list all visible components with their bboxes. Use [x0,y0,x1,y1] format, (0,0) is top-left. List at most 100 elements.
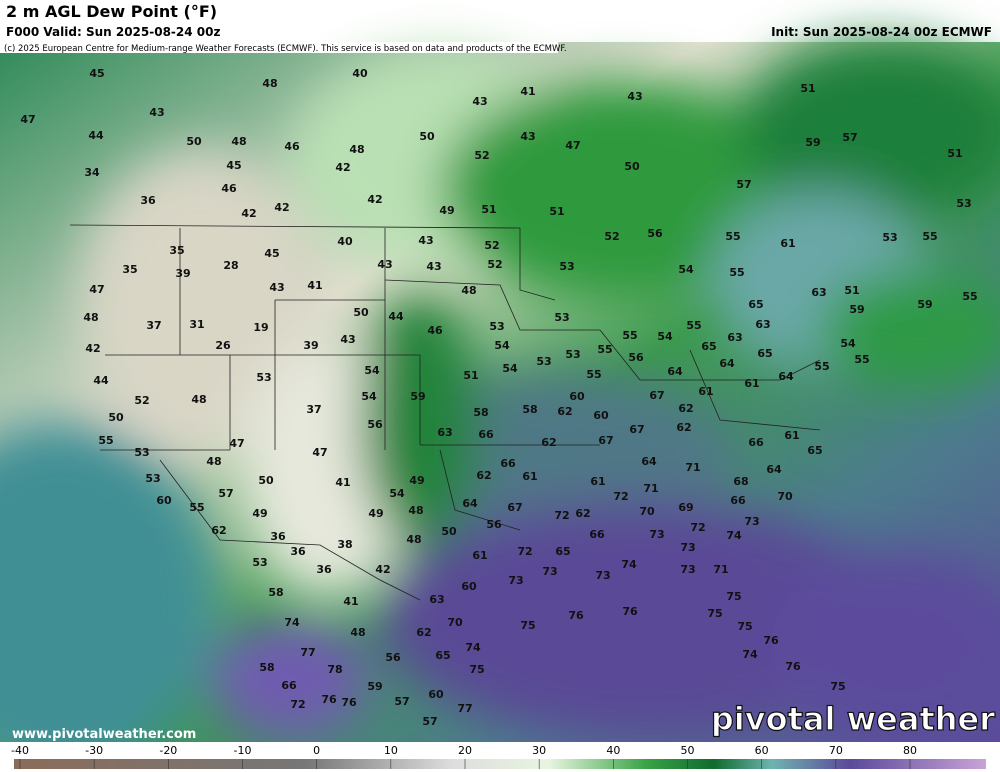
dew-point-value: 62 [678,402,693,415]
dew-point-value: 55 [586,368,601,381]
dew-point-value: 65 [807,444,822,457]
dew-point-value: 57 [394,695,409,708]
dew-point-value: 76 [622,605,638,618]
credit-bg [0,42,558,53]
dew-point-value: 55 [622,329,637,342]
dew-point-value: 62 [416,626,431,639]
dew-point-value: 55 [922,230,937,243]
dew-point-value: 48 [408,504,423,517]
dew-point-value: 54 [494,339,510,352]
dew-point-value: 51 [549,205,564,218]
dew-point-value: 52 [134,394,149,407]
dew-point-value: 55 [597,343,612,356]
map [0,40,1000,772]
dew-point-value: 44 [93,374,109,387]
dew-point-value: 36 [316,563,332,576]
colorbar-tick-label: -30 [85,744,103,757]
dew-point-value: 36 [290,545,306,558]
dew-point-value: 35 [122,263,137,276]
dew-point-value: 26 [215,339,231,352]
dew-point-value: 54 [361,390,377,403]
dew-point-value: 55 [962,290,977,303]
dew-point-value: 46 [427,324,443,337]
dew-point-value: 19 [253,321,268,334]
dew-point-value: 55 [98,434,113,447]
dew-point-value: 37 [306,403,321,416]
dew-point-value: 43 [418,234,433,247]
dew-point-value: 60 [569,390,585,403]
dew-point-value: 42 [274,201,289,214]
dew-point-value: 67 [649,389,664,402]
colorbar-tick-label: 10 [384,744,398,757]
colorbar-tick-label: 0 [313,744,320,757]
dew-point-value: 47 [20,113,35,126]
dew-point-value: 66 [500,457,516,470]
colorbar-tick-label: 40 [606,744,620,757]
dew-point-value: 55 [854,353,869,366]
dew-point-value: 74 [726,529,742,542]
dew-point-value: 65 [748,298,763,311]
dew-point-value: 47 [312,446,327,459]
dew-point-value: 63 [429,593,444,606]
dew-point-value: 58 [259,661,274,674]
dew-point-value: 45 [264,247,279,260]
dew-point-value: 42 [335,161,350,174]
dew-point-value: 63 [755,318,770,331]
dew-point-value: 43 [426,260,441,273]
dew-point-value: 58 [522,403,537,416]
colorbar-ticks: -40 -30 -20 -10 0 10 20 30 40 50 60 70 80 [11,744,917,769]
dew-point-value: 56 [647,227,663,240]
dew-point-value: 50 [186,135,202,148]
dew-point-value: 64 [766,463,782,476]
dew-point-value: 49 [252,507,267,520]
dew-point-value: 57 [842,131,857,144]
dew-point-value: 69 [678,501,693,514]
dew-point-value: 59 [367,680,382,693]
dew-point-value: 48 [262,77,277,90]
dew-point-value: 63 [811,286,826,299]
dew-point-value: 75 [520,619,535,632]
dew-point-value: 73 [542,565,557,578]
dew-point-value: 51 [844,284,859,297]
dew-point-value: 73 [649,528,664,541]
dew-point-value: 53 [559,260,574,273]
dew-point-value: 54 [657,330,673,343]
dew-point-value: 36 [140,194,156,207]
dew-point-value: 48 [231,135,246,148]
dew-point-value: 52 [604,230,619,243]
dew-point-value: 52 [484,239,499,252]
dew-point-value: 75 [737,620,752,633]
dew-point-value: 51 [800,82,815,95]
dew-point-value: 53 [565,348,580,361]
dew-point-value: 53 [882,231,897,244]
dew-point-value: 61 [784,429,799,442]
colorbar-tick-label: 20 [458,744,472,757]
dew-point-value: 45 [89,67,104,80]
dew-point-value: 62 [541,436,556,449]
dew-point-value: 65 [701,340,716,353]
dew-point-value: 61 [698,385,713,398]
dew-point-value: 70 [639,505,655,518]
dew-point-value: 57 [422,715,437,728]
dew-point-value: 55 [189,501,204,514]
dew-point-value: 74 [742,648,758,661]
dew-point-value: 48 [206,455,221,468]
dew-point-value: 52 [487,258,502,271]
colorbar-tick-label: -40 [11,744,29,757]
dew-point-value: 48 [83,311,98,324]
dew-point-value: 70 [777,490,793,503]
dew-point-value: 54 [840,337,856,350]
dew-point-value: 63 [727,331,742,344]
dew-point-value: 75 [830,680,845,693]
dew-point-value: 47 [229,437,244,450]
dew-point-value: 71 [713,563,728,576]
dew-point-value: 60 [428,688,444,701]
dew-point-value: 61 [744,377,759,390]
dew-point-value: 55 [814,360,829,373]
dew-point-value: 43 [472,95,487,108]
dew-point-value: 51 [947,147,962,160]
dew-point-value: 73 [680,541,695,554]
dew-point-value: 48 [350,626,365,639]
colorbar-tick-label: -10 [234,744,252,757]
dew-point-value: 53 [489,320,504,333]
